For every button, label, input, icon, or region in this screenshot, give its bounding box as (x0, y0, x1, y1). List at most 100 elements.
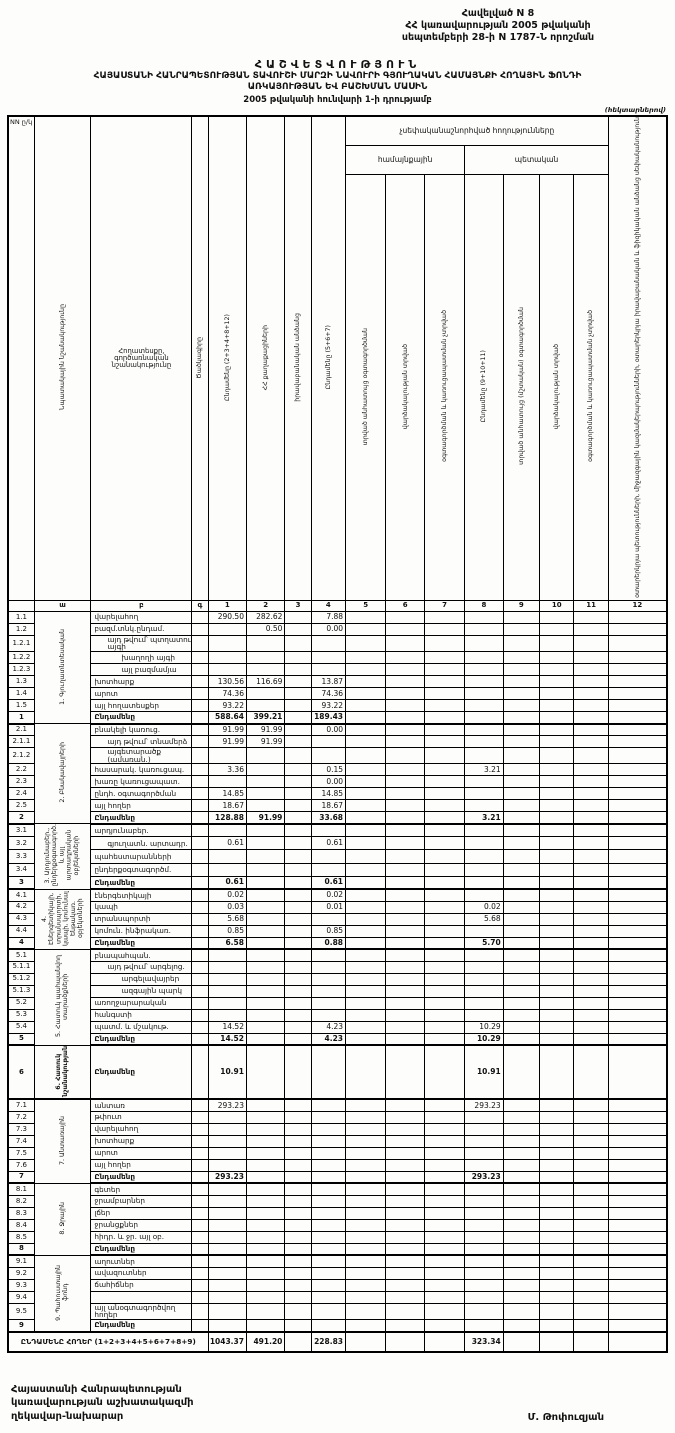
value-cell (423, 849, 466, 864)
value-cell (502, 723, 541, 736)
value-cell: 93.22 (207, 699, 247, 712)
value-cell (573, 1158, 609, 1172)
value-cell (502, 1134, 541, 1148)
value-cell (345, 1278, 387, 1292)
value-cell (310, 960, 347, 974)
value-cell (502, 1110, 541, 1124)
row-label-cell: ջրամբարներ (90, 1194, 193, 1208)
value-cell (345, 775, 387, 789)
code-cell (191, 775, 209, 789)
value-cell (539, 1182, 575, 1196)
value-cell (607, 1008, 668, 1022)
value-cell (539, 1194, 575, 1208)
value-cell (539, 1230, 575, 1244)
row-num-cell: 3.1 (7, 823, 35, 838)
value-cell: 1043.37 (207, 1330, 247, 1353)
value-cell (284, 711, 312, 725)
row-label-cell: ջրանցքներ (90, 1218, 193, 1232)
value-cell (207, 1008, 247, 1022)
value-cell (502, 1194, 541, 1208)
value-cell (423, 823, 466, 838)
value-cell (245, 799, 286, 813)
header-citizens: ՀՀ քաղաքացիների (245, 115, 286, 601)
signatory-line: ղեկավար-նախարար (11, 1410, 124, 1422)
row-num-cell: 1 (7, 711, 35, 725)
code-cell (191, 687, 209, 700)
value-cell (385, 862, 425, 877)
value-cell (502, 711, 541, 725)
table-row: 7.1 7. Անտառային անտառ 293.23 293.23 (7, 1098, 668, 1184)
value-cell (502, 1242, 541, 1257)
unit-note: (հեկտարներով) (604, 106, 666, 114)
value-cell (539, 1032, 575, 1047)
value-cell (502, 1032, 541, 1047)
value-cell (423, 888, 466, 902)
value-cell (607, 1098, 668, 1112)
value-cell (284, 849, 312, 864)
table-row: 7.2 թփուտ (7, 1110, 668, 1124)
section-label-cell: 6. Հատուկ նշանակության (33, 1044, 92, 1101)
table-row: 1.2.2 խաղողի այգի (7, 651, 668, 664)
value-cell (207, 1278, 247, 1292)
value-cell (345, 610, 387, 624)
value-cell (502, 875, 541, 891)
value-cell (423, 1170, 466, 1185)
value-cell (464, 687, 504, 700)
value-cell: 74.36 (310, 687, 347, 700)
value-cell (245, 1134, 286, 1148)
value-cell (539, 687, 575, 700)
table-row: 4.1 4. Էներգետիկայի, տրանսպորտի, կապի, կո… (7, 888, 668, 950)
table-row: 7.4 խոտհարք (7, 1134, 668, 1148)
col-index: 1 (207, 599, 247, 612)
col-index: 8 (464, 599, 504, 612)
value-cell (207, 1319, 247, 1333)
table-row: 3.1 3. Արդյունաբեր., ընդերքօգտագործ. և այ… (7, 823, 668, 890)
value-cell (345, 1206, 387, 1220)
value-cell (207, 1242, 247, 1257)
code-cell (191, 1098, 209, 1112)
code-cell (191, 699, 209, 712)
value-cell (345, 1194, 387, 1208)
value-cell (539, 996, 575, 1010)
value-cell (573, 972, 609, 986)
value-cell (423, 622, 466, 636)
value-cell (539, 849, 575, 864)
title-block: ՀԱՇՎԵՏՎՈՒԹՅՈՒՆ ՀԱՅԱՍՏԱՆԻ ՀԱՆՐԱՊԵՏՈՒԹՅԱՆ … (7, 58, 668, 105)
value-cell (385, 1008, 425, 1022)
value-cell (423, 763, 466, 777)
value-cell (539, 960, 575, 974)
value-cell (385, 746, 425, 765)
col-index: 11 (573, 599, 609, 612)
value-cell (573, 634, 609, 653)
value-cell (607, 651, 668, 664)
value-cell (310, 746, 347, 765)
value-cell (423, 1134, 466, 1148)
col-index (7, 599, 35, 612)
value-cell: 6.58 (207, 936, 247, 951)
value-cell (607, 1254, 668, 1268)
value-cell (310, 972, 347, 986)
value-cell: 0.61 (310, 875, 347, 891)
value-cell (502, 1098, 541, 1112)
row-label-cell: բնապահպան. (90, 948, 193, 962)
value-cell (423, 1230, 466, 1244)
value-cell (345, 972, 387, 986)
value-cell: 0.61 (310, 836, 347, 851)
code-cell (191, 823, 209, 838)
code-cell (191, 849, 209, 864)
value-cell (573, 875, 609, 891)
value-cell (573, 787, 609, 801)
value-cell (310, 651, 347, 664)
value-cell (207, 1230, 247, 1244)
value-cell (607, 1110, 668, 1124)
value-cell: 0.03 (207, 900, 247, 914)
row-label-cell: այդ թվում՝ արգելոց. (90, 960, 193, 974)
value-cell: 282.62 (245, 610, 286, 624)
value-cell (284, 984, 312, 998)
value-cell (245, 687, 286, 700)
table-row: 9.1 9. Պահուստային ֆոնդ աղուտներ (7, 1254, 668, 1333)
value-cell (573, 1182, 609, 1196)
value-cell (245, 634, 286, 653)
value-cell: 491.20 (245, 1330, 286, 1353)
value-cell (207, 1134, 247, 1148)
